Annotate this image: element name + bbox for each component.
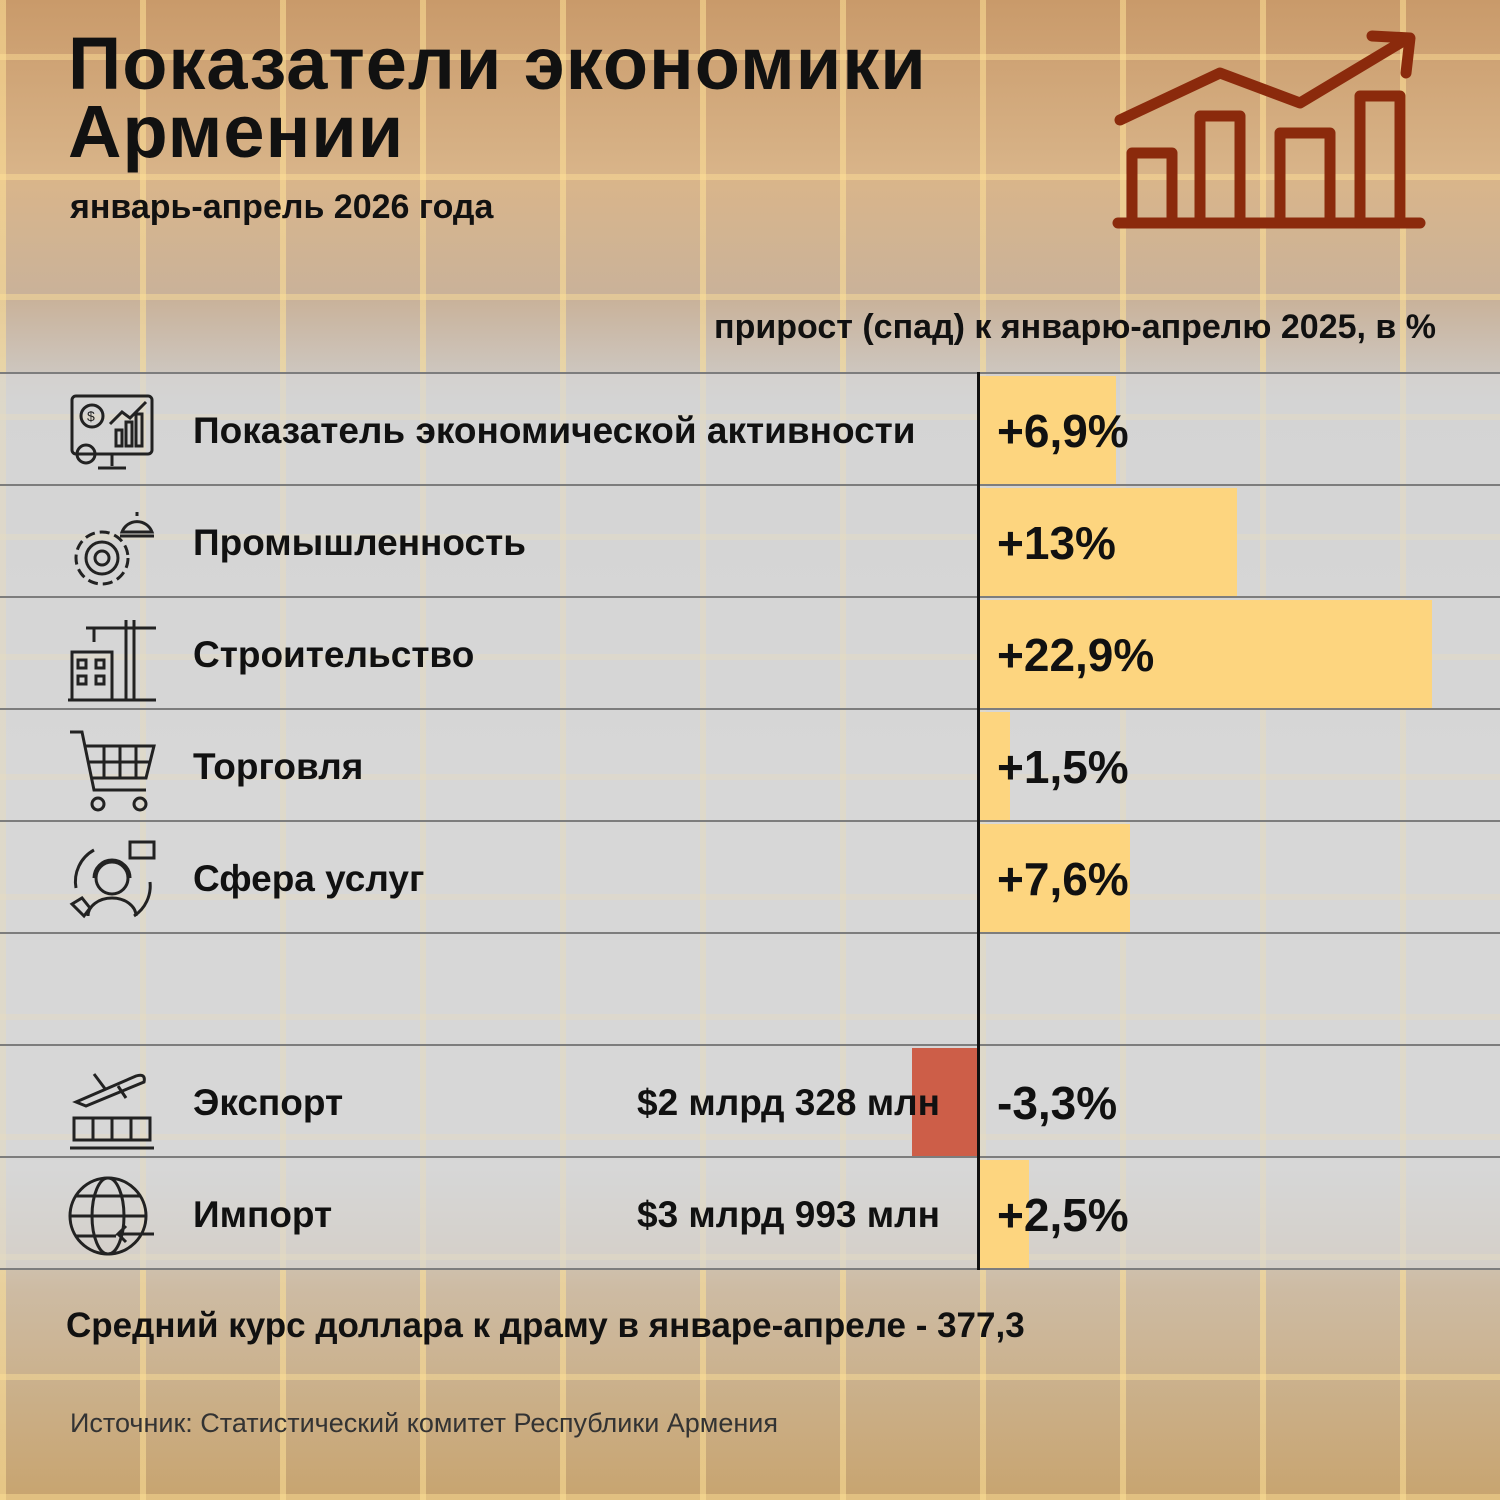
table-row: $ Показатель экономической активности +6… <box>0 372 1500 484</box>
table-row: Промышленность +13% <box>0 484 1500 596</box>
row-value: +22,9% <box>997 629 1155 681</box>
construction-crane-icon <box>68 620 156 702</box>
chart-bar <box>980 1160 1030 1268</box>
chart-bar <box>911 1048 977 1156</box>
chart-bar <box>980 824 1131 932</box>
source-note: Источник: Статистический комитет Республ… <box>70 1408 778 1438</box>
export-airplane-icon <box>70 1073 154 1150</box>
row-amount: $2 млрд 328 млн <box>637 1082 940 1123</box>
table-row: Строительство +22,9% <box>0 596 1500 708</box>
row-value: +1,5% <box>997 741 1129 793</box>
economic-activity-icon: $ <box>70 394 154 470</box>
industry-gear-icon <box>74 512 155 586</box>
chart-bar <box>980 600 1433 708</box>
page-title: Показатели экономики Армении <box>68 22 927 173</box>
row-value: -3,3% <box>997 1077 1118 1129</box>
table-row: Торговля +1,5% <box>0 708 1500 820</box>
row-value: +2,5% <box>997 1189 1129 1241</box>
svg-text:$: $ <box>87 408 95 424</box>
exchange-rate-note: Средний курс доллара к драму в январе-ап… <box>66 1306 1025 1345</box>
zero-axis-line <box>977 372 980 1270</box>
header-note: прирост (спад) к январю-апрелю 2025, в % <box>714 308 1436 346</box>
customer-service-icon <box>69 840 156 919</box>
indicator-table: $ Показатель экономической активности +6… <box>0 372 1500 1270</box>
import-globe-icon <box>68 1176 154 1256</box>
row-label: Строительство <box>193 634 475 675</box>
row-label: Показатель экономической активности <box>193 410 916 451</box>
table-row: Импорт $3 млрд 993 млн +2,5% <box>0 1156 1500 1270</box>
table-row-spacer <box>0 932 1500 1044</box>
chart-bar <box>980 712 1010 820</box>
row-label: Сфера услуг <box>193 858 425 899</box>
row-label: Торговля <box>193 746 364 787</box>
row-label: Экспорт <box>193 1082 344 1123</box>
table-row: Сфера услуг +7,6% <box>0 820 1500 932</box>
row-value: +7,6% <box>997 853 1129 905</box>
row-label: Промышленность <box>193 522 526 563</box>
growth-chart-logo-icon <box>1112 30 1426 229</box>
row-label: Импорт <box>193 1194 333 1235</box>
shopping-cart-icon <box>70 730 156 812</box>
row-amount: $3 млрд 993 млн <box>637 1194 940 1235</box>
chart-bar <box>980 488 1237 596</box>
page-subtitle: январь-апрель 2026 года <box>70 188 494 226</box>
row-value: +13% <box>997 517 1116 569</box>
chart-bar <box>980 376 1117 484</box>
row-value: +6,9% <box>997 405 1129 457</box>
table-row: Экспорт $2 млрд 328 млн -3,3% <box>0 1044 1500 1156</box>
